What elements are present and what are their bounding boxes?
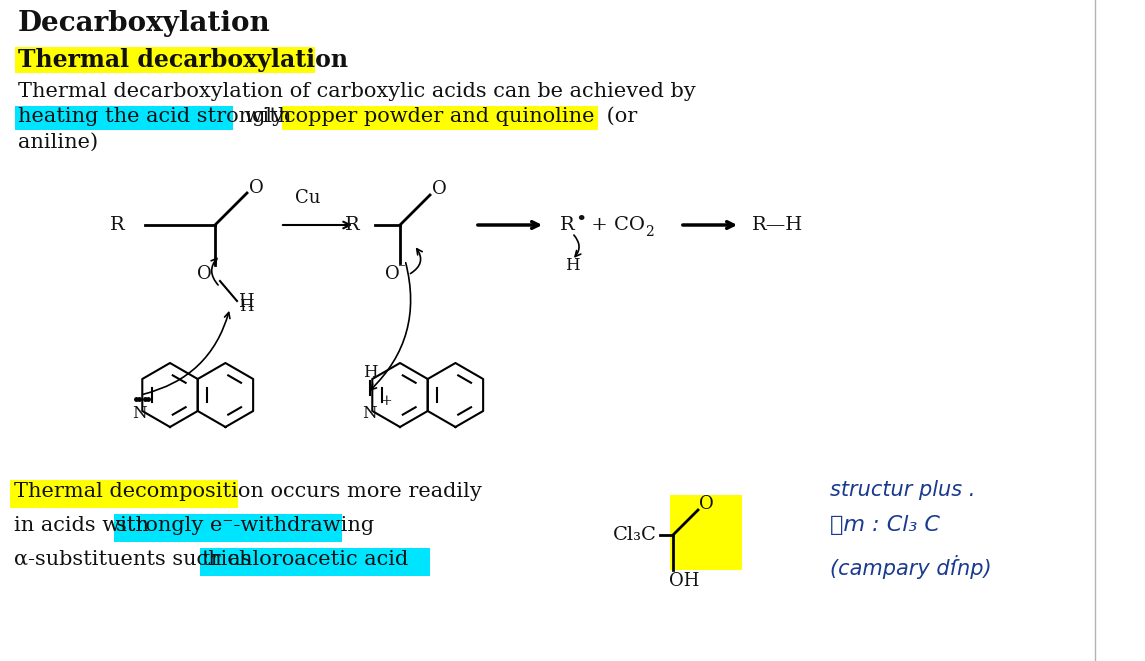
- Text: copper powder and quinoline: copper powder and quinoline: [284, 107, 594, 126]
- Bar: [670, 495, 742, 570]
- Text: + CO: + CO: [585, 216, 645, 234]
- Text: Thermal decomposition occurs more readily: Thermal decomposition occurs more readil…: [14, 482, 482, 501]
- Text: H: H: [239, 298, 254, 315]
- Text: structur plus .: structur plus .: [830, 480, 976, 500]
- Text: O: O: [248, 179, 263, 197]
- Text: R: R: [346, 216, 360, 234]
- Text: N: N: [362, 405, 377, 422]
- Text: +: +: [380, 394, 392, 408]
- Text: Thermal decarboxylation of carboxylic acids can be achieved by: Thermal decarboxylation of carboxylic ac…: [18, 82, 696, 101]
- Text: α-substituents such as: α-substituents such as: [14, 550, 258, 569]
- Text: Cl₃C: Cl₃C: [613, 526, 657, 544]
- Text: ⁻: ⁻: [398, 263, 406, 277]
- Text: H: H: [238, 293, 254, 311]
- Text: R—H: R—H: [752, 216, 804, 234]
- Bar: [200, 548, 431, 576]
- Text: R: R: [110, 216, 125, 234]
- Text: (campary dẛnp): (campary dẛnp): [830, 555, 992, 579]
- Text: strongly e⁻-withdrawing: strongly e⁻-withdrawing: [116, 516, 374, 535]
- Text: with: with: [238, 107, 298, 126]
- Text: OH: OH: [669, 572, 700, 590]
- Text: Decarboxylation: Decarboxylation: [18, 10, 270, 37]
- Text: O: O: [197, 265, 212, 283]
- Bar: [10, 480, 238, 508]
- Bar: [114, 514, 342, 542]
- Text: aniline): aniline): [18, 133, 98, 152]
- Text: Cu: Cu: [295, 189, 321, 207]
- Text: H: H: [564, 257, 579, 274]
- Text: (or: (or: [600, 107, 638, 126]
- Text: H: H: [363, 364, 378, 381]
- Text: in acids with: in acids with: [14, 516, 156, 535]
- Text: ૟m : Cl₃ C: ૟m : Cl₃ C: [830, 515, 940, 535]
- Bar: [15, 47, 315, 73]
- Text: 2: 2: [645, 225, 654, 239]
- Bar: [15, 106, 232, 130]
- Text: N: N: [132, 405, 147, 422]
- Text: R: R: [560, 216, 575, 234]
- Text: O: O: [385, 265, 400, 283]
- Text: O: O: [698, 495, 713, 513]
- Text: Thermal decarboxylation: Thermal decarboxylation: [18, 48, 348, 72]
- Text: trichloroacetic acid: trichloroacetic acid: [202, 550, 409, 569]
- Text: •: •: [575, 211, 586, 229]
- Text: O: O: [432, 180, 447, 198]
- Text: heating the acid strongly: heating the acid strongly: [18, 107, 284, 126]
- Bar: [282, 106, 598, 130]
